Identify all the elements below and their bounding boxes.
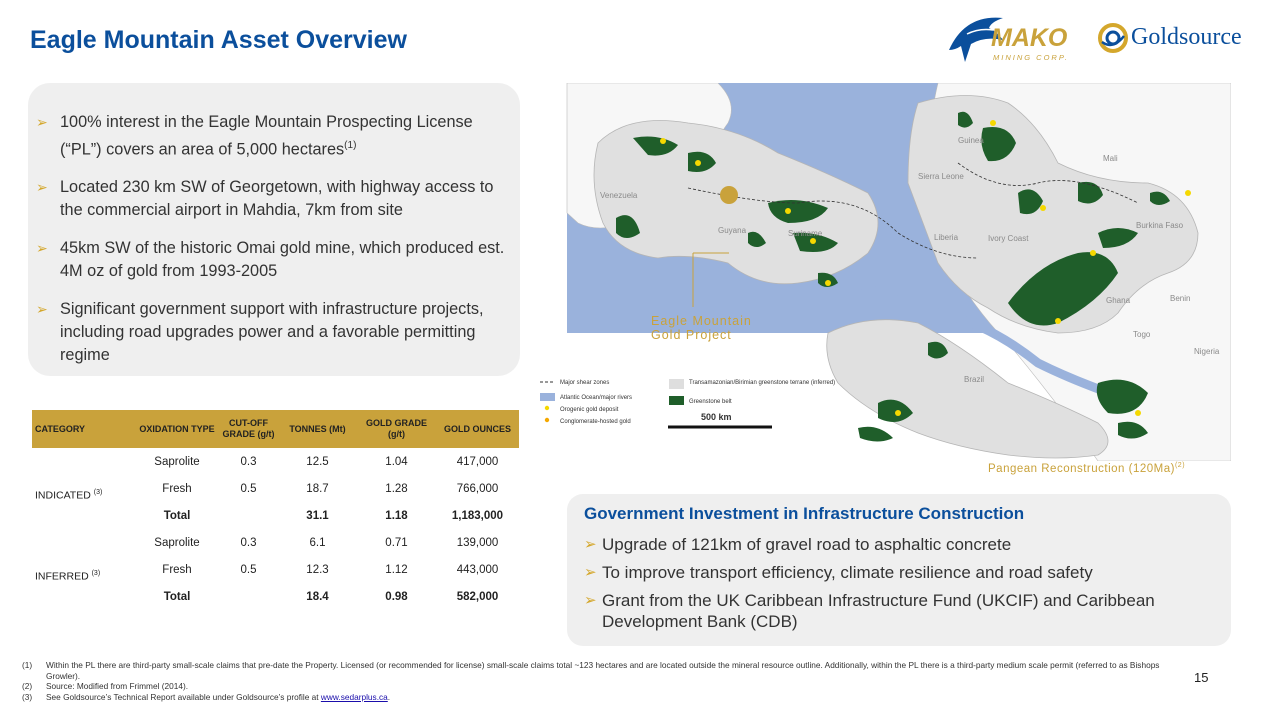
header-cutoff: CUT-OFF GRADE (g/t) (219, 410, 278, 448)
country-label: Ghana (1106, 296, 1131, 305)
map-legend: Major shear zones Atlantic Ocean/major r… (540, 379, 835, 429)
country-label: Burkina Faso (1136, 221, 1184, 230)
table-row: INDICATED (3) Saprolite 0.3 12.5 1.04 41… (32, 448, 519, 502)
country-label: Benin (1170, 294, 1190, 303)
arrow-bullet-icon: ➢ (36, 114, 48, 130)
gold-deposits (660, 120, 1191, 416)
mineral-resource-table: CATEGORY OXIDATION TYPE CUT-OFF GRADE (g… (32, 410, 519, 610)
table-row: Fresh 0.5 18.7 1.28 766,000 (162, 482, 499, 495)
category-cell: INFERRED (3) (35, 569, 101, 583)
country-label: Nigeria (1194, 347, 1220, 356)
goldsource-logo-icon (1098, 23, 1128, 53)
country-label: Liberia (934, 233, 959, 242)
table-row: INFERRED (3) Saprolite 0.3 6.1 0.71 139,… (32, 529, 519, 583)
svg-text:Transamazonian/Birimian greens: Transamazonian/Birimian greenstone terra… (689, 380, 835, 386)
goldsource-logo-text: Goldsource (1131, 24, 1242, 50)
header-ounces: GOLD OUNCES (436, 410, 519, 448)
svg-text:500 km: 500 km (701, 412, 732, 422)
page-number: 15 (1194, 670, 1209, 685)
gov-list: ➢ Upgrade of 121km of gravel road to asph… (584, 534, 1204, 639)
country-label: Ivory Coast (988, 234, 1029, 243)
svg-text:Atlantic Ocean/major rivers: Atlantic Ocean/major rivers (560, 395, 632, 401)
pangean-reconstruction-map: Venezuela Guyana Suriname Guinea Sierra … (540, 83, 1231, 461)
arrow-bullet-icon: ➢ (36, 240, 48, 257)
header-oxidation: OXIDATION TYPE (135, 410, 219, 448)
table-row: Fresh 0.5 12.3 1.12 443,000 (162, 563, 499, 576)
country-label: Guinea (958, 136, 984, 145)
country-label: Suriname (788, 229, 823, 238)
west-africa-terrane (907, 95, 1199, 334)
footnotes: (1) Within the PL there are third-party s… (22, 660, 1182, 702)
svg-text:Major shear zones: Major shear zones (560, 380, 609, 386)
header-tonnes: TONNES (Mt) (278, 410, 357, 448)
header-category: CATEGORY (32, 410, 135, 448)
arrow-bullet-icon: ➢ (36, 301, 48, 318)
logos: MAKO MINING CORP. Goldsource (945, 10, 1245, 66)
header-grade: GOLD GRADE (g/t) (357, 410, 436, 448)
government-investment-panel: Government Investment in Infrastructure … (567, 494, 1231, 646)
highlight-item: ➢ Significant government support with inf… (36, 300, 484, 365)
country-label: Brazil (964, 375, 984, 384)
footnote: (3) See Goldsource’s Technical Report ava… (22, 691, 391, 702)
gov-item: ➢ To improve transport efficiency, climat… (584, 563, 1093, 582)
country-label: Togo (1133, 330, 1151, 339)
arrow-bullet-icon: ➢ (36, 179, 48, 196)
highlights-list: ➢ 100% interest in the Eagle Mountain Pro… (36, 111, 506, 382)
mako-logo-subtext: MINING CORP. (993, 53, 1069, 62)
sedarplus-link[interactable]: www.sedarplus.ca (320, 691, 388, 702)
svg-text:Conglomerate-hosted gold: Conglomerate-hosted gold (560, 419, 631, 425)
footnote: (1) Within the PL there are third-party s… (22, 660, 1160, 681)
table-row-total: Total 18.4 0.98 582,000 (163, 590, 499, 603)
gov-item: ➢ Grant from the UK Caribbean Infrastruct… (584, 591, 1155, 631)
country-label: Venezuela (600, 191, 638, 200)
highlight-item: ➢ 45km SW of the historic Omai gold mine,… (36, 239, 505, 281)
eagle-mountain-marker-icon (720, 186, 738, 204)
table-header-row: CATEGORY OXIDATION TYPE CUT-OFF GRADE (g… (32, 410, 519, 448)
table-row-total: Total 31.1 1.18 1,183,000 (163, 509, 504, 522)
footnote: (2) Source: Modified from Frimmel (2014). (22, 681, 189, 691)
highlights-panel: ➢ 100% interest in the Eagle Mountain Pro… (28, 83, 520, 376)
country-label: Guyana (718, 226, 747, 235)
highlight-item: ➢ 100% interest in the Eagle Mountain Pro… (36, 113, 473, 159)
country-label: Mali (1103, 154, 1118, 163)
arrow-bullet-icon: ➢ (584, 592, 597, 609)
category-cell: INDICATED (3) (35, 488, 103, 502)
map-caption: Pangean Reconstruction (120Ma)(2) (988, 462, 1186, 475)
highlight-item: ➢ Located 230 km SW of Georgetown, with h… (36, 178, 494, 220)
arrow-bullet-icon: ➢ (584, 536, 597, 553)
gov-item: ➢ Upgrade of 121km of gravel road to asph… (584, 535, 1012, 554)
project-label: Eagle Mountain Gold Project (651, 314, 752, 342)
brazil-terrane (826, 319, 1109, 459)
shark-logo-icon (949, 17, 1003, 62)
svg-text:Greenstone belt: Greenstone belt (689, 399, 732, 405)
page-title: Eagle Mountain Asset Overview (30, 26, 407, 54)
gov-panel-title: Government Investment in Infrastructure … (584, 504, 1025, 523)
country-label: Sierra Leone (918, 172, 964, 181)
mako-logo-text: MAKO (991, 24, 1068, 52)
svg-text:Orogenic gold deposit: Orogenic gold deposit (560, 407, 619, 413)
arrow-bullet-icon: ➢ (584, 564, 597, 581)
